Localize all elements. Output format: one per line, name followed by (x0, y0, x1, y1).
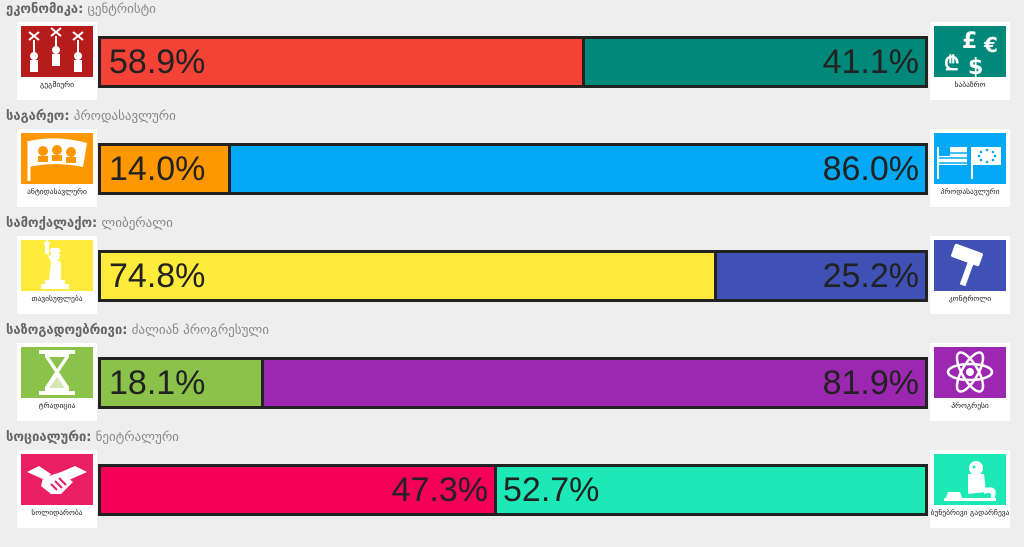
hourglass-icon (21, 347, 93, 398)
left-label: სოლიდარობა (31, 508, 83, 517)
protest-flag-icon (21, 133, 93, 184)
right-icon-card: პროდასავლური (930, 129, 1010, 207)
axis-title: ეკონომიკა: ცენტრისტი (6, 2, 156, 17)
right-segment: 52.7% (494, 467, 925, 513)
axis-title: საზოგადოებრივი: ძალიან პროგრესული (6, 323, 269, 338)
right-icon-card: კონტროლი (930, 236, 1010, 314)
gavel-icon (934, 240, 1006, 291)
right-segment: 25.2% (714, 253, 925, 299)
right-label: საბაზრო (954, 80, 986, 89)
svg-text:€: € (983, 33, 998, 57)
axis-result: ცენტრისტი (87, 2, 156, 17)
left-segment: 74.8% (101, 253, 714, 299)
left-label: ტრადიცია (38, 401, 76, 410)
right-segment: 81.9% (261, 360, 925, 406)
right-label: პროგრესი (951, 401, 989, 410)
right-icon-card: პროგრესი (930, 343, 1010, 421)
score-bar: 18.1% 81.9% (98, 357, 928, 409)
left-segment: 58.9% (101, 39, 582, 85)
left-segment: 18.1% (101, 360, 261, 406)
score-bar: 74.8% 25.2% (98, 250, 928, 302)
left-icon-card: გეგმიური (17, 22, 97, 100)
axis-title: საგარეო: პროდასავლური (6, 109, 176, 124)
axis-title: სამოქალაქო: ლიბერალი (6, 216, 173, 231)
score-bar: 47.3% 52.7% (98, 464, 928, 516)
axis-societal: საზოგადოებრივი: ძალიან პროგრესული ტრადიც… (0, 321, 1024, 428)
axis-result: ლიბერალი (101, 216, 173, 231)
score-bar: 58.9% 41.1% (98, 36, 928, 88)
svg-text:£: £ (962, 29, 977, 54)
left-label: ანტიდასავლური (27, 187, 87, 196)
left-segment: 14.0% (101, 146, 228, 192)
left-icon-card: თავისუფლება (17, 236, 97, 314)
axis-civil: სამოქალაქო: ლიბერალი თავისუფლება 74.8% 2… (0, 214, 1024, 321)
axis-category: საზოგადოებრივი: (6, 323, 128, 338)
axis-result: ნეიტრალური (95, 430, 179, 445)
axis-social: სოციალური: ნეიტრალური სოლიდარობა 47.3% 5… (0, 428, 1024, 535)
right-icon-card: £ € ₾ $ საბაზრო (930, 22, 1010, 100)
left-label: გეგმიური (39, 80, 75, 89)
statue-of-liberty-icon (21, 240, 93, 291)
axis-category: ეკონომიკა: (6, 2, 84, 17)
right-label: კონტროლი (948, 294, 992, 303)
svg-text:$: $ (968, 55, 983, 77)
atom-icon (934, 347, 1006, 398)
puppets-icon (21, 26, 93, 77)
axis-result: ძალიან პროგრესული (131, 323, 269, 338)
right-label: ბუნებრივი გადარჩევა (930, 508, 1010, 517)
axis-category: სოციალური: (6, 430, 92, 445)
axis-category: სამოქალაქო: (6, 216, 98, 231)
right-icon-card: ბუნებრივი გადარჩევა (930, 450, 1010, 528)
left-icon-card: სოლიდარობა (17, 450, 97, 528)
svg-text:₾: ₾ (944, 51, 959, 75)
right-label: პროდასავლური (940, 187, 1000, 196)
monkey-icon (934, 454, 1006, 505)
axis-foreign: საგარეო: პროდასავლური ანტიდასავლური 14.0… (0, 107, 1024, 214)
handshake-icon (21, 454, 93, 505)
score-bar: 14.0% 86.0% (98, 143, 928, 195)
axis-title: სოციალური: ნეიტრალური (6, 430, 179, 445)
right-segment: 41.1% (582, 39, 925, 85)
axis-economic: ეკონომიკა: ცენტრისტი გეგმიური 58.9% 41.1… (0, 0, 1024, 107)
left-segment: 47.3% (101, 467, 494, 513)
us-eu-flags-icon (934, 133, 1006, 184)
right-segment: 86.0% (228, 146, 925, 192)
axis-category: საგარეო: (6, 109, 70, 124)
currency-icon: £ € ₾ $ (934, 26, 1006, 77)
axis-result: პროდასავლური (73, 109, 176, 124)
left-icon-card: ანტიდასავლური (17, 129, 97, 207)
left-icon-card: ტრადიცია (17, 343, 97, 421)
left-label: თავისუფლება (31, 294, 83, 303)
